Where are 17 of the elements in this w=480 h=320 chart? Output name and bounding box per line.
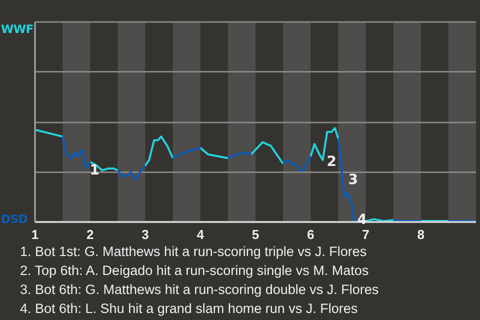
text: 3. Bot 6th: G. Matthews hit a run-scoring double vs J. Flores <box>20 281 379 299</box>
text: 4. Bot 6th: L. Shu hit a grand slam home run vs J. Flores <box>20 300 359 318</box>
x-tick-label: 5 <box>252 227 260 242</box>
x-tick-label: 2 <box>86 227 94 242</box>
annotation: 1 <box>90 162 100 178</box>
x-tick-label: 8 <box>417 227 424 242</box>
x-tick-label: 3 <box>142 227 149 242</box>
text: DSD <box>1 212 28 226</box>
x-tick-label: 7 <box>362 227 370 242</box>
annotation: 2 <box>326 154 337 170</box>
x-tick-label: 1 <box>31 227 39 242</box>
text: 1. Bot 1st: G. Matthews hit a run-scoring triple vs J. Flores <box>20 243 368 261</box>
text: WWF <box>1 22 34 36</box>
x-tick-label: 6 <box>307 227 314 242</box>
text: 2. Top 6th: A. Deigado hit a run-scoring single vs M. Matos <box>20 262 370 280</box>
x-tick-label: 4 <box>196 227 205 242</box>
annotation: 3 <box>348 172 358 188</box>
